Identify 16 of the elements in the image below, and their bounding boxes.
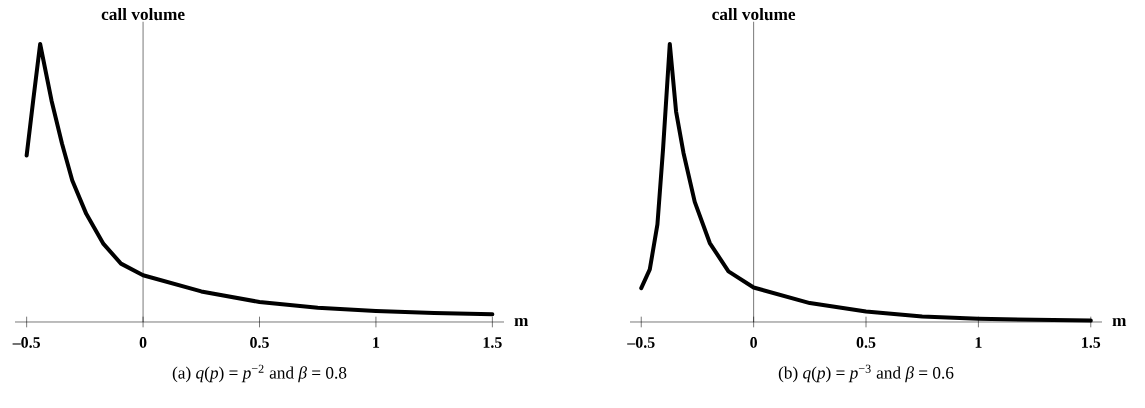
x-axis-title: m bbox=[514, 317, 529, 327]
x-tick-label: 1.5 bbox=[483, 337, 502, 348]
x-tick-label: –0.5 bbox=[12, 337, 40, 348]
x-tick-label: –0.5 bbox=[627, 337, 655, 348]
x-tick-label: 1 bbox=[373, 337, 380, 348]
x-tick-label: 0.5 bbox=[250, 337, 269, 348]
x-tick-label: 1.5 bbox=[1082, 337, 1101, 348]
y-axis-title: call volume bbox=[712, 7, 796, 21]
x-tick-label: 1 bbox=[975, 337, 982, 348]
text: (a) q(p) = p$^{−2}$ and β = 0.8 bbox=[172, 364, 347, 383]
text: (b) q(p) = p$^{−3}$ and β = 0.6 bbox=[778, 364, 954, 383]
x-tick-label: 0 bbox=[750, 337, 757, 348]
x-axis-title: m bbox=[1112, 317, 1127, 327]
x-tick-label: 0 bbox=[139, 337, 147, 348]
x-tick-label: 0.5 bbox=[856, 337, 876, 348]
y-axis-title: call volume bbox=[101, 7, 185, 21]
